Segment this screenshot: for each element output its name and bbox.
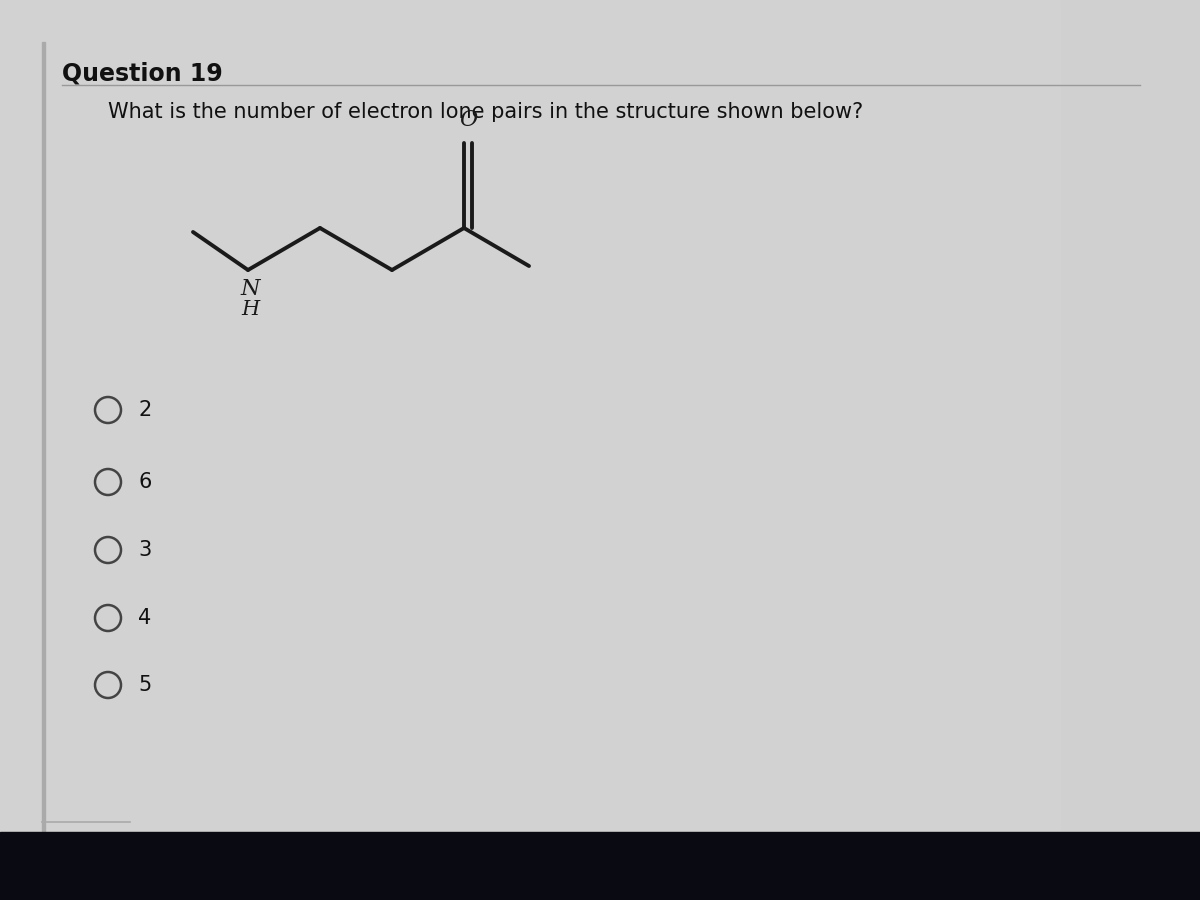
Text: Question 19: Question 19 [62, 62, 223, 86]
Bar [42, 42, 46, 832]
Text: N: N [240, 278, 259, 300]
Text: 6: 6 [138, 472, 151, 492]
Bar [0, 832, 1200, 900]
Bar [0, 0, 1060, 832]
Text: What is the number of electron lone pairs in the structure shown below?: What is the number of electron lone pair… [108, 102, 863, 122]
Text: 5: 5 [138, 675, 151, 695]
Text: 2: 2 [138, 400, 151, 420]
Text: H: H [241, 300, 259, 319]
Text: O: O [458, 109, 478, 131]
Text: 3: 3 [138, 540, 151, 560]
Text: 4: 4 [138, 608, 151, 628]
